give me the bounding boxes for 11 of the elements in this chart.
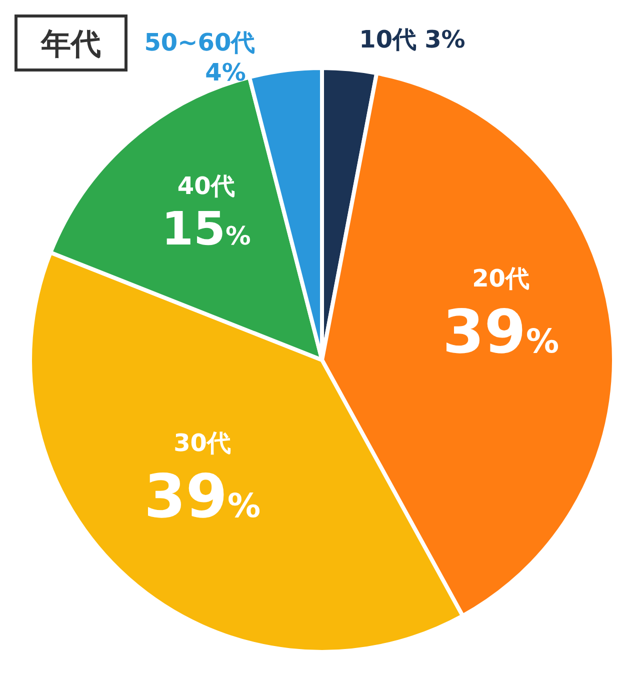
slice-label: 20代 [472,264,530,293]
slice-label: 10代 [359,25,417,54]
slice-label: 50~60代 [144,28,256,56]
data-label: 39% [144,462,261,532]
data-label: 39% [442,298,560,368]
slice-label: 30代 [174,428,231,457]
chart-title: 年代 [40,27,101,62]
slice-label: 40代 [177,172,235,200]
data-label: 4% [205,58,246,86]
data-label: 3% [424,25,466,54]
data-label: 15% [161,202,251,256]
